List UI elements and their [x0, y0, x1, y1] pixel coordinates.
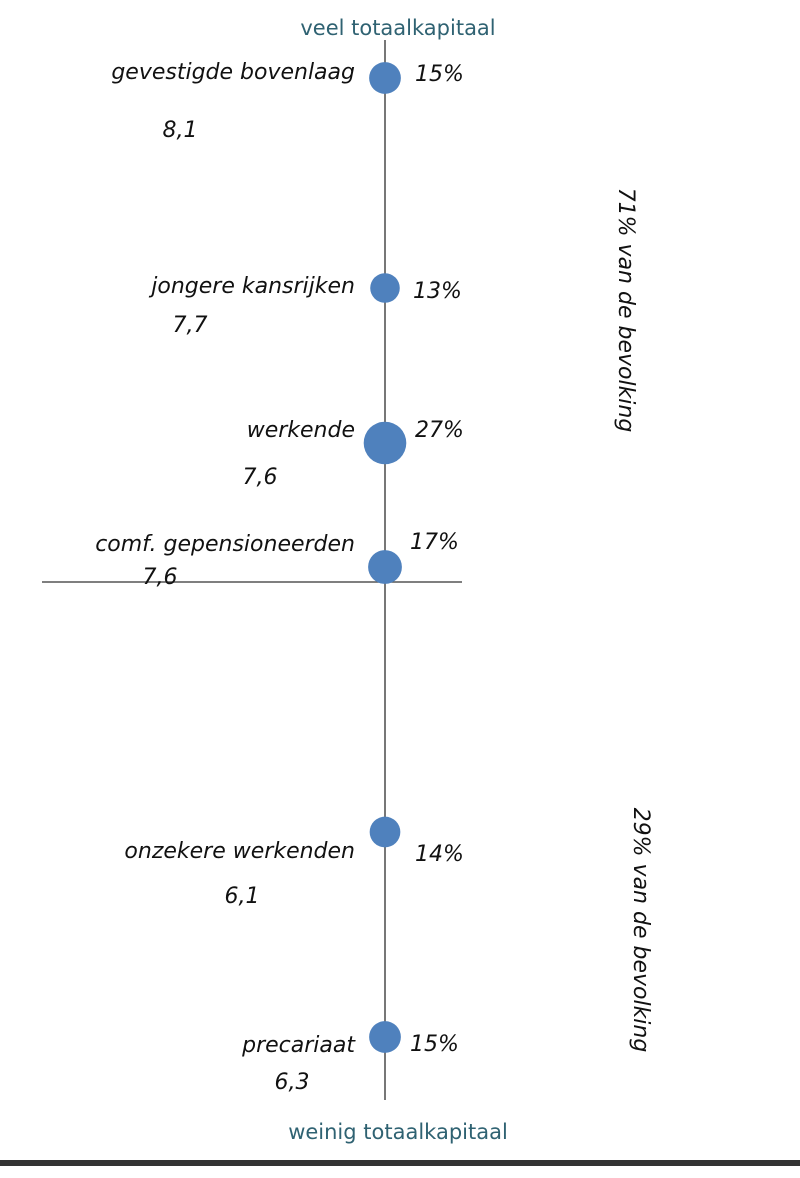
- node-label: onzekere werkenden: [124, 839, 355, 864]
- node-share: 15%: [415, 62, 464, 87]
- node-score: 6,1: [225, 884, 260, 909]
- node-share: 17%: [410, 530, 459, 555]
- node-circle: [369, 62, 401, 94]
- node-score: 6,3: [275, 1070, 310, 1095]
- node-share: 15%: [410, 1032, 459, 1057]
- node-circle: [368, 550, 402, 584]
- top-label: veel totaalkapitaal: [300, 16, 495, 40]
- node-circle: [370, 273, 400, 303]
- node-score: 8,1: [163, 118, 198, 143]
- bottom-border: [0, 1160, 800, 1166]
- node-score: 7,7: [173, 313, 208, 338]
- node-circle: [363, 421, 407, 465]
- node-label: jongere kansrijken: [148, 274, 355, 299]
- group-label: 71% van de bevolking: [613, 188, 638, 433]
- node-label: comf. gepensioneerden: [95, 532, 355, 557]
- node-label: werkende: [247, 418, 355, 443]
- group-label: 29% van de bevolking: [628, 808, 653, 1053]
- node-label: gevestigde bovenlaag: [111, 60, 355, 85]
- node-score: 7,6: [143, 565, 178, 590]
- node-share: 13%: [413, 279, 462, 304]
- node-circle: [369, 1021, 401, 1053]
- node-label: precariaat: [241, 1033, 356, 1058]
- node-share: 27%: [415, 418, 464, 443]
- node-circle: [369, 816, 401, 848]
- bottom-label: weinig totaalkapitaal: [288, 1120, 508, 1144]
- node-score: 7,6: [243, 465, 278, 490]
- node-share: 14%: [415, 842, 464, 867]
